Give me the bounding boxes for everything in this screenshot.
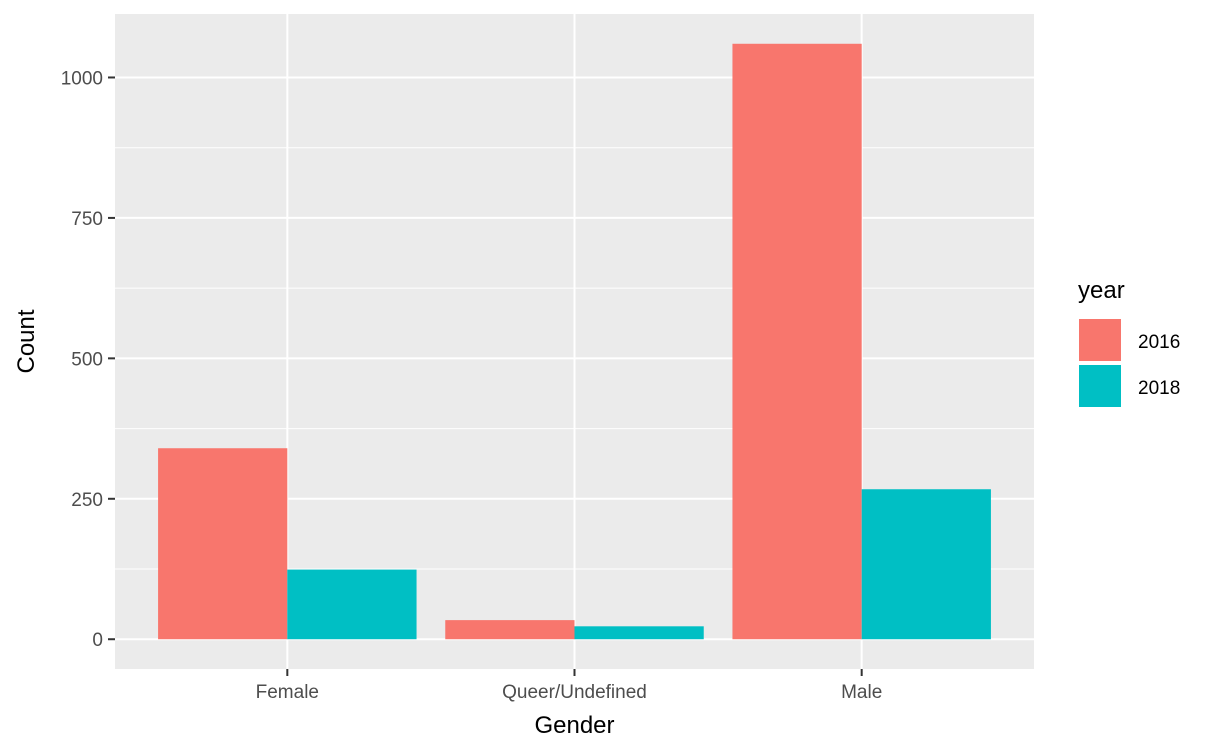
x-axis-title: Gender — [534, 712, 614, 739]
legend-label-2016: 2016 — [1138, 332, 1180, 353]
legend-key-2018 — [1077, 363, 1123, 409]
x-tick-label: Queer/Undefined — [502, 682, 647, 703]
legend-key-2016 — [1077, 317, 1123, 363]
bar-2016-male — [732, 43, 862, 640]
bar-2016-female — [158, 448, 288, 640]
x-tick-label: Female — [256, 682, 319, 703]
bar-2016-queer-undefined — [445, 620, 575, 640]
y-axis: 0 250 500 750 1000 — [61, 68, 115, 651]
bar-2018-male — [861, 489, 991, 640]
y-tick-label: 750 — [71, 209, 103, 230]
legend-label-2018: 2018 — [1138, 378, 1180, 399]
y-tick-label: 500 — [71, 349, 103, 370]
y-axis-title: Count — [13, 309, 40, 373]
legend: year 2016 2018 — [1077, 277, 1180, 409]
x-axis: Female Queer/Undefined Male — [256, 669, 882, 703]
y-tick-label: 0 — [92, 630, 103, 651]
x-tick-label: Male — [841, 682, 882, 703]
legend-title: year — [1078, 277, 1125, 304]
y-tick-label: 1000 — [61, 68, 103, 89]
bar-2018-queer-undefined — [574, 626, 704, 640]
y-tick-label: 250 — [71, 490, 103, 511]
bars — [158, 43, 991, 640]
bar-2018-female — [287, 569, 417, 640]
